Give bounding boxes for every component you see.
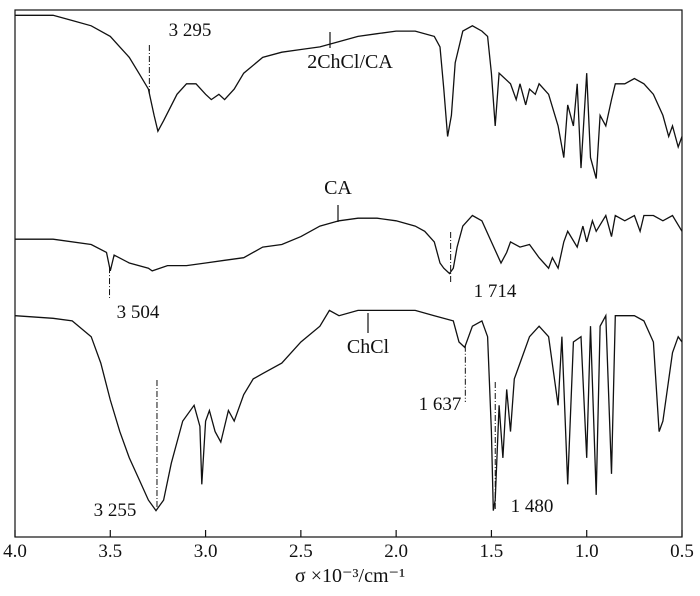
series-label: CA [324, 177, 352, 199]
peak-label: 3 295 [169, 20, 212, 41]
x-tick-label: 4.0 [3, 541, 27, 562]
series-label: 2ChCl/CA [307, 51, 393, 73]
x-tick-label: 2.5 [289, 541, 313, 562]
peak-label: 1 480 [511, 496, 554, 517]
x-tick-label: 2.0 [384, 541, 408, 562]
x-tick-label: 3.5 [98, 541, 122, 562]
peak-label: 3 255 [94, 500, 137, 521]
x-tick-label: 1.5 [480, 541, 504, 562]
spectrum-line [15, 213, 683, 275]
x-tick-label: 3.0 [194, 541, 218, 562]
peak-label: 1 714 [474, 281, 517, 302]
peak-label: 1 637 [419, 394, 462, 415]
spectrum-line [15, 14, 683, 179]
plot-frame [14, 9, 683, 538]
x-tick-label: 1.0 [575, 541, 599, 562]
series-label: ChCl [347, 336, 390, 358]
peak-label: 3 504 [117, 302, 160, 323]
x-axis-label: σ ×10⁻³/cm⁻¹ [295, 565, 405, 587]
spectrum-line [14, 309, 683, 512]
x-tick-label: 0.5 [670, 541, 694, 562]
